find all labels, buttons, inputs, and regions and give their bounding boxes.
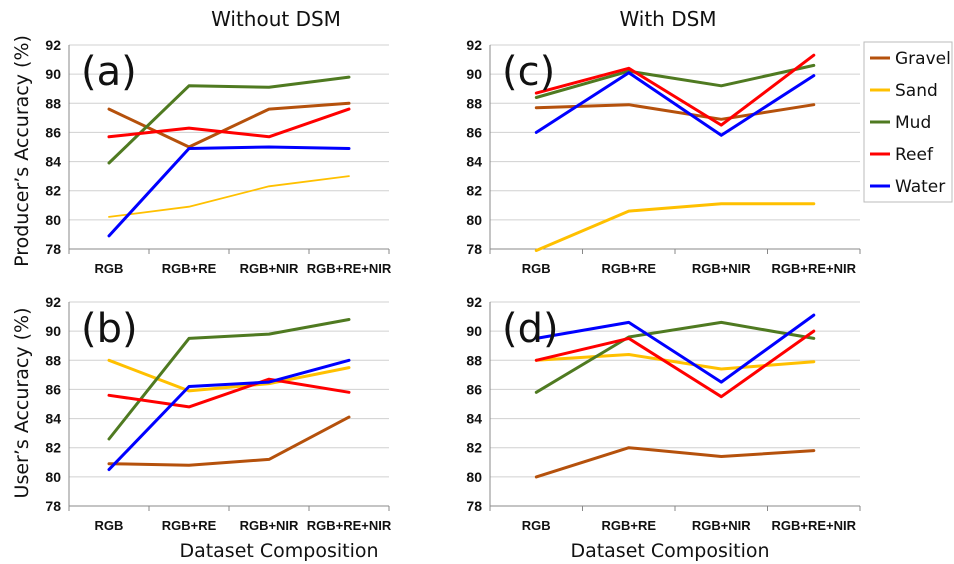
x-tick-label: RGB xyxy=(522,518,551,533)
chart-panels: 78 80 82 84 86 88 90 92 RGB RGB+RE RGB+NIR RGB+RE+N… xyxy=(45,37,861,533)
panel-label: (a) xyxy=(81,49,137,95)
panel-label: (c) xyxy=(502,49,555,95)
y-tick-label: 90 xyxy=(466,66,482,82)
y-tick-label: 78 xyxy=(45,498,61,514)
y-tick-label: 88 xyxy=(45,95,61,111)
y-tick-label: 86 xyxy=(466,381,482,397)
chart-panel: 78 80 82 84 86 88 90 92 RGB RGB+RE RGB+NIR RGB+RE+N… xyxy=(466,294,861,533)
y-tick-label: 92 xyxy=(466,294,482,310)
x-tick-label: RGB+NIR xyxy=(240,261,299,276)
legend-label-water: Water xyxy=(895,177,945,197)
y-tick-label: 88 xyxy=(466,352,482,368)
y-tick-label: 86 xyxy=(466,124,482,140)
y-tick-label: 84 xyxy=(45,154,61,170)
y-tick-label: 82 xyxy=(466,440,482,456)
x-tick-label: RGB+NIR xyxy=(692,261,751,276)
series-line-gravel xyxy=(534,103,816,121)
series-line-reef xyxy=(534,329,816,399)
y-tick-label: 90 xyxy=(45,323,61,339)
legend-box xyxy=(863,41,953,203)
series-line-reef xyxy=(534,53,816,127)
legend: Gravel Sand Mud Reef Water xyxy=(863,41,953,203)
chart-panel: 78 80 82 84 86 88 90 92 RGB RGB+RE RGB+NIR RGB+RE+N… xyxy=(45,37,391,276)
legend-label-mud: Mud xyxy=(895,113,931,133)
chart-panel: 78 80 82 84 86 88 90 92 RGB RGB+RE RGB+NIR RGB+RE+N… xyxy=(45,294,391,533)
x-tick-label: RGB+RE+NIR xyxy=(771,518,856,533)
y-tick-label: 92 xyxy=(45,294,61,310)
series-line-water xyxy=(107,358,351,472)
left-column-title: Without DSM xyxy=(211,7,341,31)
y-tick-label: 78 xyxy=(466,498,482,514)
series-line-water xyxy=(534,71,816,137)
x-tick-label: RGB+NIR xyxy=(692,518,751,533)
x-tick-label: RGB xyxy=(95,518,124,533)
y-tick-label: 80 xyxy=(45,469,61,485)
series-line-mud xyxy=(107,75,351,165)
x-tick-label: RGB+NIR xyxy=(240,518,299,533)
y-tick-label: 82 xyxy=(45,440,61,456)
y-tick-label: 80 xyxy=(466,212,482,228)
panel-label: (d) xyxy=(502,306,559,352)
series-line-sand xyxy=(108,175,350,218)
x-tick-label: RGB+RE+NIR xyxy=(307,518,392,533)
x-tick-label: RGB+RE xyxy=(601,518,656,533)
series-line-reef xyxy=(107,377,351,409)
legend-label-sand: Sand xyxy=(895,81,938,101)
y-tick-label: 82 xyxy=(466,183,482,199)
legend-label-gravel: Gravel xyxy=(895,49,951,69)
series-line-mud xyxy=(534,320,816,394)
y-tick-label: 88 xyxy=(466,95,482,111)
panel-label: (b) xyxy=(81,306,138,352)
y-tick-label: 80 xyxy=(466,469,482,485)
chart-panel: 78 80 82 84 86 88 90 92 RGB RGB+RE RGB+NIR RGB+RE+N… xyxy=(466,37,861,276)
series-line-gravel xyxy=(107,101,351,149)
y-tick-label: 86 xyxy=(45,381,61,397)
series-line-mud xyxy=(107,318,351,441)
x-tick-label: RGB+RE xyxy=(162,261,217,276)
right-column-title: With DSM xyxy=(619,7,716,31)
series-line-sand xyxy=(107,358,351,393)
y-tick-label: 92 xyxy=(45,37,61,53)
series-line-gravel xyxy=(534,446,816,479)
y-tick-label: 84 xyxy=(45,411,61,427)
y-tick-label: 92 xyxy=(466,37,482,53)
series-line-gravel xyxy=(107,415,351,467)
y-tick-label: 78 xyxy=(466,241,482,257)
series-line-reef xyxy=(107,107,351,139)
y-tick-label: 90 xyxy=(466,323,482,339)
y-tick-label: 90 xyxy=(45,66,61,82)
x-tick-label: RGB+RE xyxy=(162,518,217,533)
series-line-sand xyxy=(534,202,816,252)
y-tick-label: 82 xyxy=(45,183,61,199)
y-tick-label: 80 xyxy=(45,212,61,228)
x-tick-label: RGB+RE+NIR xyxy=(771,261,856,276)
series-line-water xyxy=(107,145,351,238)
y-tick-label: 78 xyxy=(45,241,61,257)
x-tick-label: RGB xyxy=(95,261,124,276)
y-tick-label: 84 xyxy=(466,154,482,170)
top-row-y-axis-label: Producer’s Accuracy (%) xyxy=(11,35,33,267)
series-line-mud xyxy=(534,63,816,99)
x-tick-label: RGB+RE+NIR xyxy=(307,261,392,276)
series-line-water xyxy=(534,313,816,384)
x-tick-label: RGB xyxy=(522,261,551,276)
right-x-axis-label: Dataset Composition xyxy=(570,540,769,562)
y-tick-label: 86 xyxy=(45,124,61,140)
y-tick-label: 88 xyxy=(45,352,61,368)
legend-label-reef: Reef xyxy=(895,145,934,165)
x-tick-label: RGB+RE xyxy=(601,261,656,276)
bottom-row-y-axis-label: User’s Accuracy (%) xyxy=(11,308,33,499)
y-tick-label: 84 xyxy=(466,411,482,427)
left-x-axis-label: Dataset Composition xyxy=(179,540,378,562)
